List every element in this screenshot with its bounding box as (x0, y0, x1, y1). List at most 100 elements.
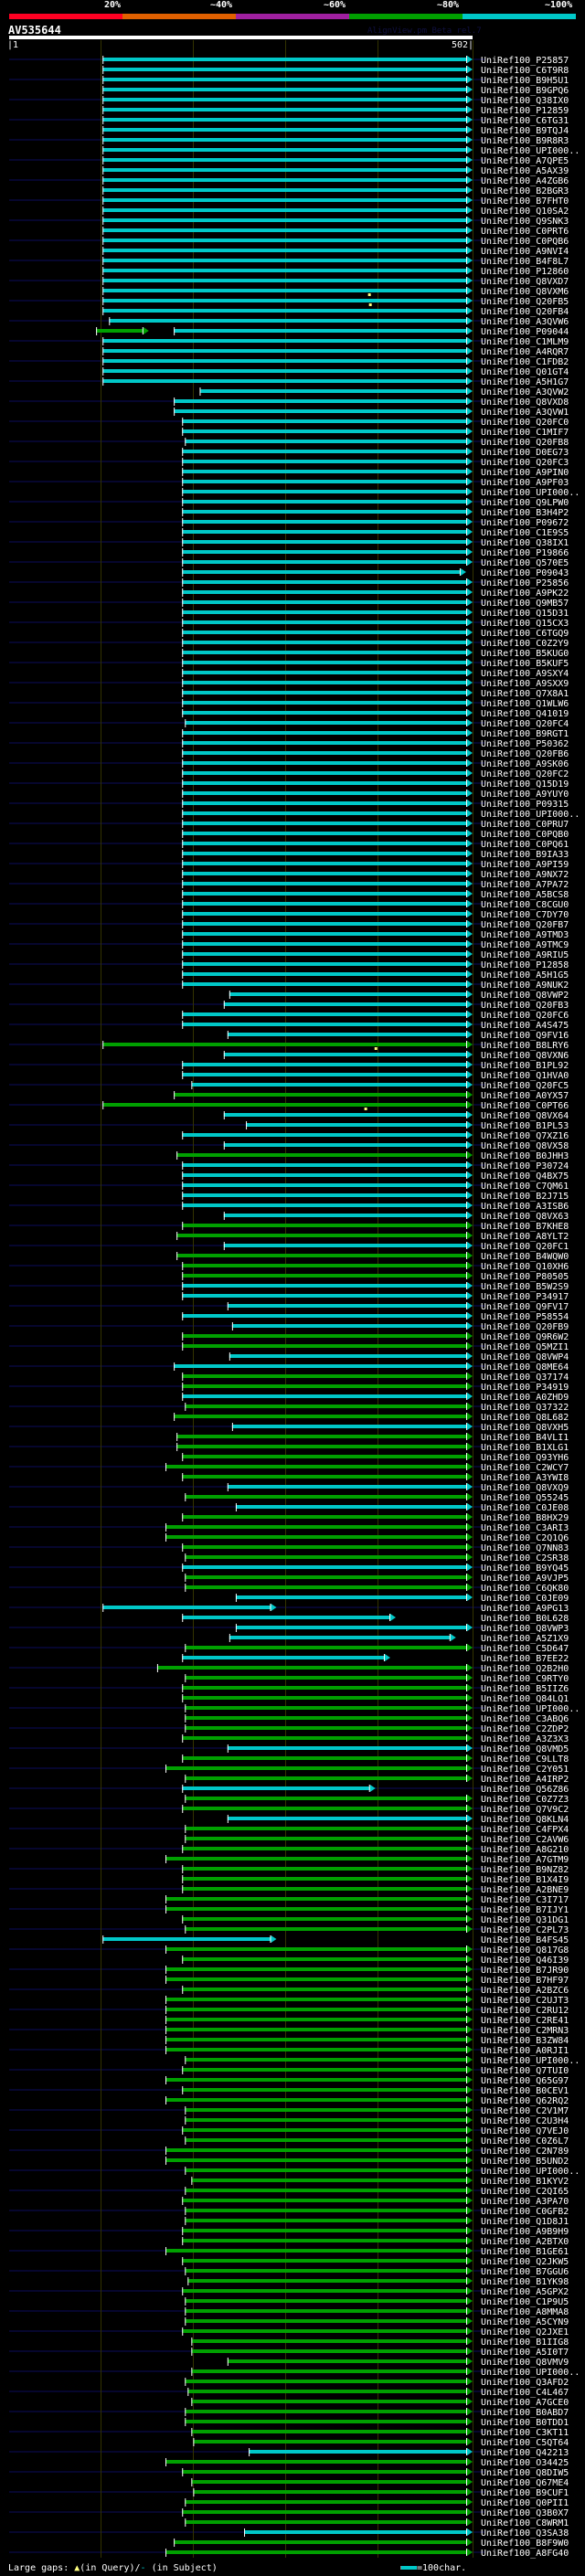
hit-label[interactable]: UniRef100_B9CUF1 (481, 2488, 569, 2498)
hit-label[interactable]: UniRef100_Q9FV17 (481, 1302, 569, 1312)
hit-label[interactable]: UniRef100_A8G210 (481, 1845, 569, 1855)
hit-label[interactable]: UniRef100_A9PK22 (481, 588, 569, 599)
hit-label[interactable]: UniRef100_Q20FC1 (481, 1242, 569, 1252)
hit-label[interactable]: UniRef100_Q20FB5 (481, 297, 569, 307)
hit-label[interactable]: UniRef100_A2BZC6 (481, 1986, 569, 1996)
hit-label[interactable]: UniRef100_B1PL92 (481, 1061, 569, 1071)
hit-label[interactable]: UniRef100_B0CEV1 (481, 2086, 569, 2096)
hit-label[interactable]: UniRef100_Q570E5 (481, 558, 569, 568)
hit-label[interactable]: UniRef100_A9NUK2 (481, 981, 569, 991)
hit-label[interactable]: UniRef100_Q8VX58 (481, 1141, 569, 1151)
hit-label[interactable]: UniRef100_Q7NN83 (481, 1543, 569, 1553)
hit-label[interactable]: UniRef100_A5I0T7 (481, 2348, 569, 2358)
hit-label[interactable]: UniRef100_Q9FV16 (481, 1031, 569, 1041)
hit-label[interactable]: UniRef100_A5H1G7 (481, 377, 569, 387)
hit-label[interactable]: UniRef100_Q7X8A1 (481, 689, 569, 699)
hit-label[interactable]: UniRef100_Q8VMV9 (481, 2358, 569, 2368)
hit-label[interactable]: UniRef100_B4F8L7 (481, 257, 569, 267)
hit-label[interactable]: UniRef100_C6QK80 (481, 1584, 569, 1594)
hit-label[interactable]: UniRef100_C6TGQ9 (481, 629, 569, 639)
hit-label[interactable]: UniRef100_B1XLG1 (481, 1443, 569, 1453)
hit-label[interactable]: UniRef100_B5KUG0 (481, 649, 569, 659)
hit-label[interactable]: UniRef100_C0PQB0 (481, 830, 569, 840)
hit-label[interactable]: UniRef100_A9PI59 (481, 860, 569, 870)
hit-label[interactable]: UniRef100_A0RJI1 (481, 2046, 569, 2056)
hit-label[interactable]: UniRef100_B5KUF5 (481, 659, 569, 669)
hit-label[interactable]: UniRef100_A5H1G5 (481, 970, 569, 981)
hit-label[interactable]: UniRef100_Q56Z86 (481, 1785, 569, 1795)
hit-label[interactable]: UniRef100_P80505 (481, 1272, 569, 1282)
hit-label[interactable]: UniRef100_B5UND2 (481, 2157, 569, 2167)
hit-label[interactable]: UniRef100_B1IIG8 (481, 2337, 569, 2348)
hit-label[interactable]: UniRef100_B7EE22 (481, 1654, 569, 1664)
hit-label[interactable]: UniRef100_A7GCE0 (481, 2398, 569, 2408)
hit-label[interactable]: UniRef100_B1YK98 (481, 2277, 569, 2287)
hit-label[interactable]: UniRef100_C4FPX4 (481, 1825, 569, 1835)
hit-label[interactable]: UniRef100_A7PA72 (481, 880, 569, 890)
hit-label[interactable]: UniRef100_P25856 (481, 578, 569, 588)
hit-label[interactable]: UniRef100_Q62RQ2 (481, 2096, 569, 2106)
hit-label[interactable]: UniRef100_P30724 (481, 1161, 569, 1171)
hit-label[interactable]: UniRef100_A9VJP5 (481, 1574, 569, 1584)
hit-label[interactable]: UniRef100_Q2JKW5 (481, 2257, 569, 2267)
hit-label[interactable]: UniRef100_A9B9H9 (481, 2227, 569, 2237)
hit-label[interactable]: UniRef100_B8LRY6 (481, 1041, 569, 1051)
hit-label[interactable]: UniRef100_B1GE61 (481, 2247, 569, 2257)
hit-label[interactable]: UniRef100_Q84LQ1 (481, 1694, 569, 1704)
hit-label[interactable]: UniRef100_B9TQJ4 (481, 126, 569, 136)
hit-label[interactable]: UniRef100_UPI000.. (481, 2167, 580, 2177)
hit-label[interactable]: UniRef100_Q3B0X7 (481, 2508, 569, 2518)
hit-label[interactable]: UniRef100_B5W2S9 (481, 1282, 569, 1292)
hit-label[interactable]: UniRef100_C0PRT6 (481, 227, 569, 237)
hit-label[interactable]: UniRef100_C9RTY0 (481, 1674, 569, 1684)
hit-label[interactable]: UniRef100_Q8VWP4 (481, 1352, 569, 1362)
hit-label[interactable]: UniRef100_C2PL73 (481, 1925, 569, 1935)
hit-label[interactable]: UniRef100_C2V1M7 (481, 2106, 569, 2116)
hit-label[interactable]: UniRef100_B9H5U1 (481, 76, 569, 86)
hit-label[interactable]: UniRef100_C6T9R8 (481, 66, 569, 76)
hit-label[interactable]: UniRef100_Q41019 (481, 709, 569, 719)
hit-label[interactable]: UniRef100_UPI000.. (481, 2056, 580, 2066)
hit-label[interactable]: UniRef100_B0TDD1 (481, 2418, 569, 2428)
hit-label[interactable]: UniRef100_C0JE08 (481, 1503, 569, 1513)
hit-label[interactable]: UniRef100_C2AVW6 (481, 1835, 569, 1845)
hit-label[interactable]: UniRef100_P12858 (481, 960, 569, 970)
hit-label[interactable]: UniRef100_A9YUY0 (481, 790, 569, 800)
hit-label[interactable]: UniRef100_UPI000.. (481, 146, 580, 156)
hit-label[interactable]: UniRef100_Q4BX75 (481, 1171, 569, 1182)
hit-label[interactable]: UniRef100_A3QVW1 (481, 408, 569, 418)
hit-label[interactable]: UniRef100_A3PA70 (481, 2197, 569, 2207)
hit-label[interactable]: UniRef100_Q5MZI1 (481, 1342, 569, 1352)
hit-label[interactable]: UniRef100_Q15D19 (481, 779, 569, 790)
hit-label[interactable]: UniRef100_B9RGT1 (481, 729, 569, 739)
hit-label[interactable]: UniRef100_A5CYN9 (481, 2317, 569, 2327)
hit-label[interactable]: UniRef100_B1X4I9 (481, 1875, 569, 1885)
hit-label[interactable]: UniRef100_C4L467 (481, 2388, 569, 2398)
hit-label[interactable]: UniRef100_Q7V9C2 (481, 1805, 569, 1815)
hit-label[interactable]: UniRef100_B0JHH3 (481, 1151, 569, 1161)
hit-label[interactable]: UniRef100_B4VLI1 (481, 1433, 569, 1443)
hit-label[interactable]: UniRef100_A3YWI8 (481, 1473, 569, 1483)
hit-label[interactable]: UniRef100_A9SXY4 (481, 669, 569, 679)
hit-label[interactable]: UniRef100_A9PF03 (481, 478, 569, 488)
hit-label[interactable]: UniRef100_C8WRM1 (481, 2518, 569, 2528)
hit-label[interactable]: UniRef100_B4WQW0 (481, 1252, 569, 1262)
hit-label[interactable]: UniRef100_Q55245 (481, 1493, 569, 1503)
hit-label[interactable]: UniRef100_Q20FB3 (481, 1001, 569, 1011)
hit-label[interactable]: UniRef100_C1P9U5 (481, 2297, 569, 2307)
hit-label[interactable]: UniRef100_C0Z7Z3 (481, 1795, 569, 1805)
hit-label[interactable]: UniRef100_P12860 (481, 267, 569, 277)
hit-label[interactable]: UniRef100_UPI000.. (481, 2368, 580, 2378)
hit-label[interactable]: UniRef100_P34917 (481, 1292, 569, 1302)
hit-label[interactable]: UniRef100_Q8VX63 (481, 1212, 569, 1222)
hit-label[interactable]: UniRef100_D0EG73 (481, 448, 569, 458)
hit-label[interactable]: UniRef100_Q9MB57 (481, 599, 569, 609)
hit-label[interactable]: UniRef100_A4S475 (481, 1021, 569, 1031)
hit-label[interactable]: UniRef100_C7DY70 (481, 910, 569, 920)
hit-label[interactable]: UniRef100_P09315 (481, 800, 569, 810)
hit-label[interactable]: UniRef100_C3ARI3 (481, 1523, 569, 1533)
hit-label[interactable]: UniRef100_A3Z3X3 (481, 1734, 569, 1744)
hit-label[interactable]: UniRef100_Q8VXD7 (481, 277, 569, 287)
hit-label[interactable]: UniRef100_Q8ME64 (481, 1362, 569, 1373)
hit-label[interactable]: UniRef100_C5D647 (481, 1644, 569, 1654)
